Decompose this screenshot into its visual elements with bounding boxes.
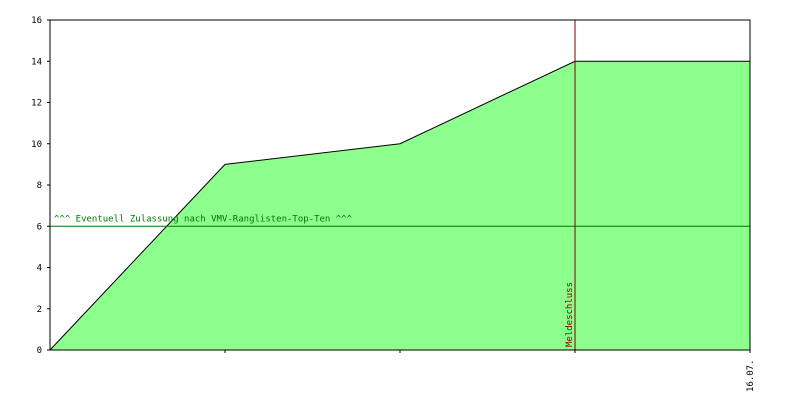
x-tick-label: 16.07. <box>746 359 756 392</box>
y-tick-label: 16 <box>31 16 42 26</box>
y-tick-label: 12 <box>31 99 42 109</box>
y-tick-label: 4 <box>37 264 42 274</box>
y-tick-label: 14 <box>31 57 42 67</box>
y-tick-label: 8 <box>37 181 42 191</box>
reference-label: ^^^ Eventuell Zulassung nach VMV-Ranglis… <box>54 214 353 224</box>
y-tick-label: 2 <box>37 305 42 315</box>
y-tick-label: 0 <box>37 346 42 356</box>
y-tick-label: 6 <box>37 222 42 232</box>
y-tick-label: 10 <box>31 140 42 150</box>
marker-label: Meldeschluss <box>565 282 575 347</box>
